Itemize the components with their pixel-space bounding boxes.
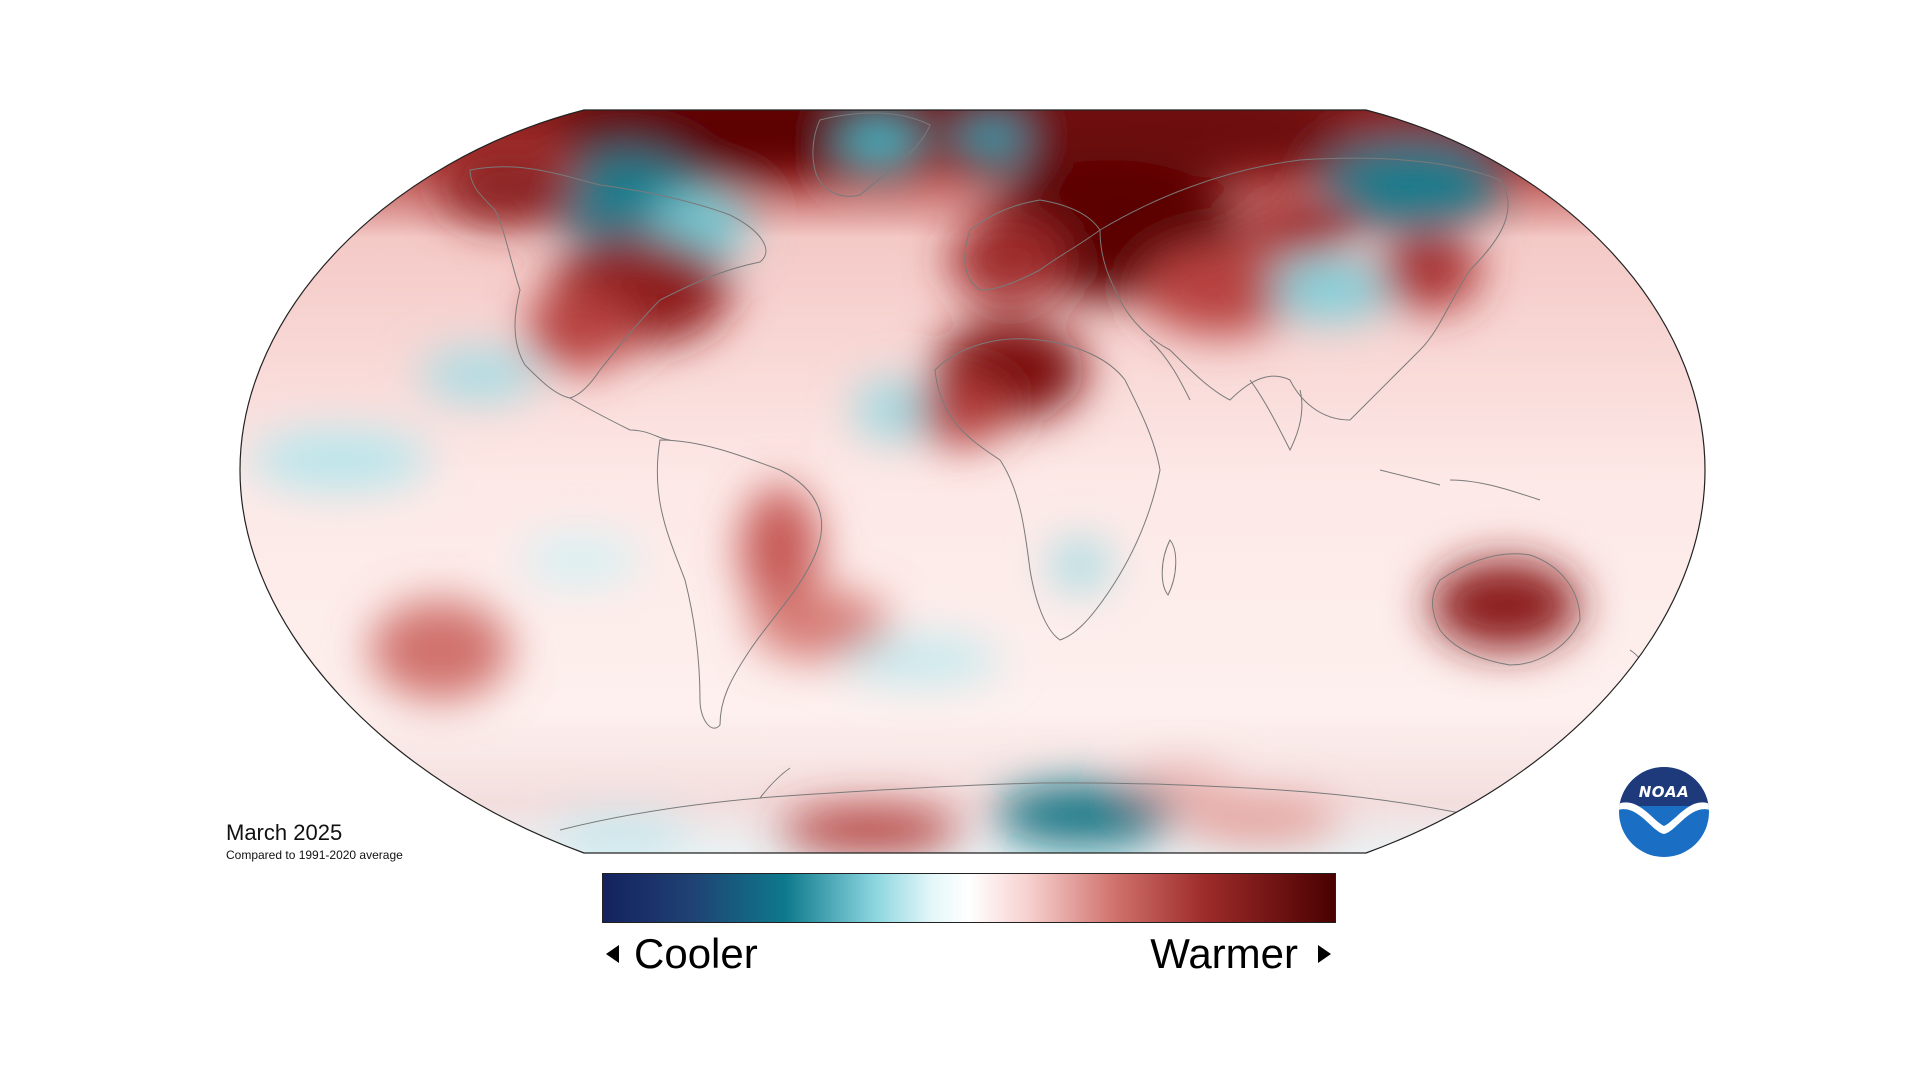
- cooler-arrow-icon: [606, 945, 619, 963]
- warmer-arrow-icon: [1318, 945, 1331, 963]
- noaa-logo-text: NOAA: [1638, 783, 1690, 801]
- globe-outline: [239, 109, 1706, 854]
- map-title: March 2025: [226, 820, 343, 845]
- noaa-logo: [1619, 767, 1709, 857]
- map-subtitle: Compared to 1991-2020 average: [226, 848, 403, 862]
- anomaly-field: [240, 110, 1705, 853]
- warmer-label: Warmer: [1150, 930, 1298, 977]
- coastlines: [469, 112, 1646, 831]
- colorbar: [602, 873, 1336, 923]
- cooler-label: Cooler: [634, 930, 758, 977]
